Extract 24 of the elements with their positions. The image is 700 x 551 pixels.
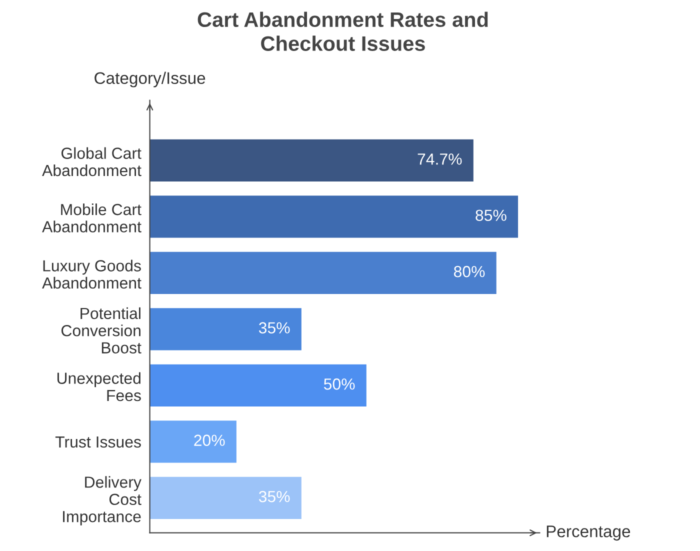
bar	[150, 139, 474, 182]
data-label: 50%	[324, 378, 355, 390]
y-tick-label: Potential Conversion Boost	[61, 307, 142, 354]
y-tick-label: Mobile Cart Abandonment	[42, 203, 142, 232]
y-tick-label: Delivery Cost Importance	[63, 476, 142, 526]
y-axis-title: Category/Issue	[94, 72, 206, 88]
bar	[150, 364, 366, 407]
data-label: 85%	[476, 210, 506, 221]
data-label: 20%	[194, 434, 225, 446]
data-label: 35%	[258, 322, 290, 334]
y-tick-label: Luxury Goods Abandonment	[42, 260, 142, 289]
bar	[150, 196, 518, 238]
x-axis-title: Percentage	[546, 526, 630, 541]
data-label: 35%	[258, 490, 290, 502]
bar	[150, 476, 302, 520]
chart-title: Cart Abandonment Rates and Checkout Issues	[198, 12, 488, 51]
data-label: 74.7%	[418, 154, 462, 165]
bar	[150, 252, 496, 294]
y-tick-label: Trust Issues	[55, 436, 141, 448]
bar	[150, 308, 302, 350]
y-tick-label: Global Cart Abandonment	[42, 147, 142, 176]
bar	[150, 420, 236, 463]
y-tick-label: Unexpected Fees	[57, 372, 141, 402]
data-label: 80%	[454, 266, 485, 278]
